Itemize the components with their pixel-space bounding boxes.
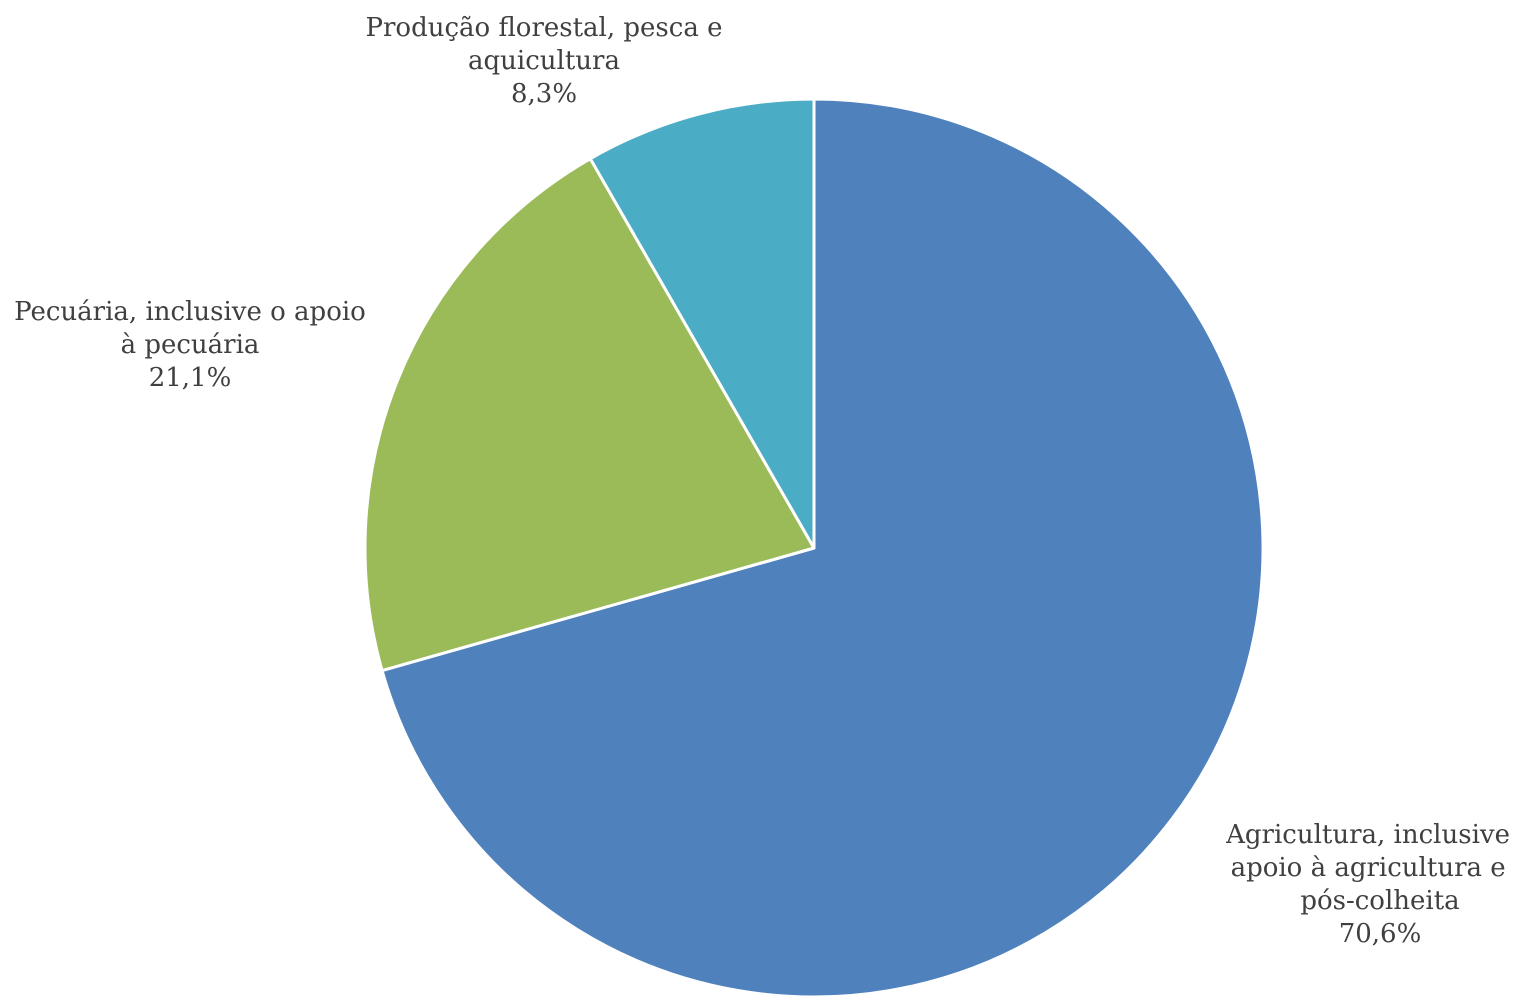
- slice-category-label-1: pós-colheita: [1300, 886, 1459, 916]
- slice-label-3: Produção florestal, pesca eaquicultura8,…: [366, 13, 723, 109]
- slice-value-label-1: 70,6%: [1339, 919, 1422, 949]
- slice-category-label-3: Produção florestal, pesca e: [366, 13, 723, 43]
- slice-category-label-3: aquicultura: [468, 46, 620, 76]
- slice-value-label-2: 21,1%: [149, 363, 232, 393]
- pie-slice-3: [588, 97, 816, 550]
- slice-category-label-2: à pecuária: [121, 330, 260, 360]
- slice-category-label-2: Pecuária, inclusive o apoio: [14, 297, 366, 327]
- slice-value-label-3: 8,3%: [511, 79, 577, 109]
- pie-slice-2: [363, 157, 816, 673]
- slice-category-label-1: apoio à agricultura e a: [1231, 853, 1514, 883]
- pie-slice-1: [380, 97, 1265, 999]
- slice-category-label-1: Agricultura, inclusive o: [1225, 820, 1514, 850]
